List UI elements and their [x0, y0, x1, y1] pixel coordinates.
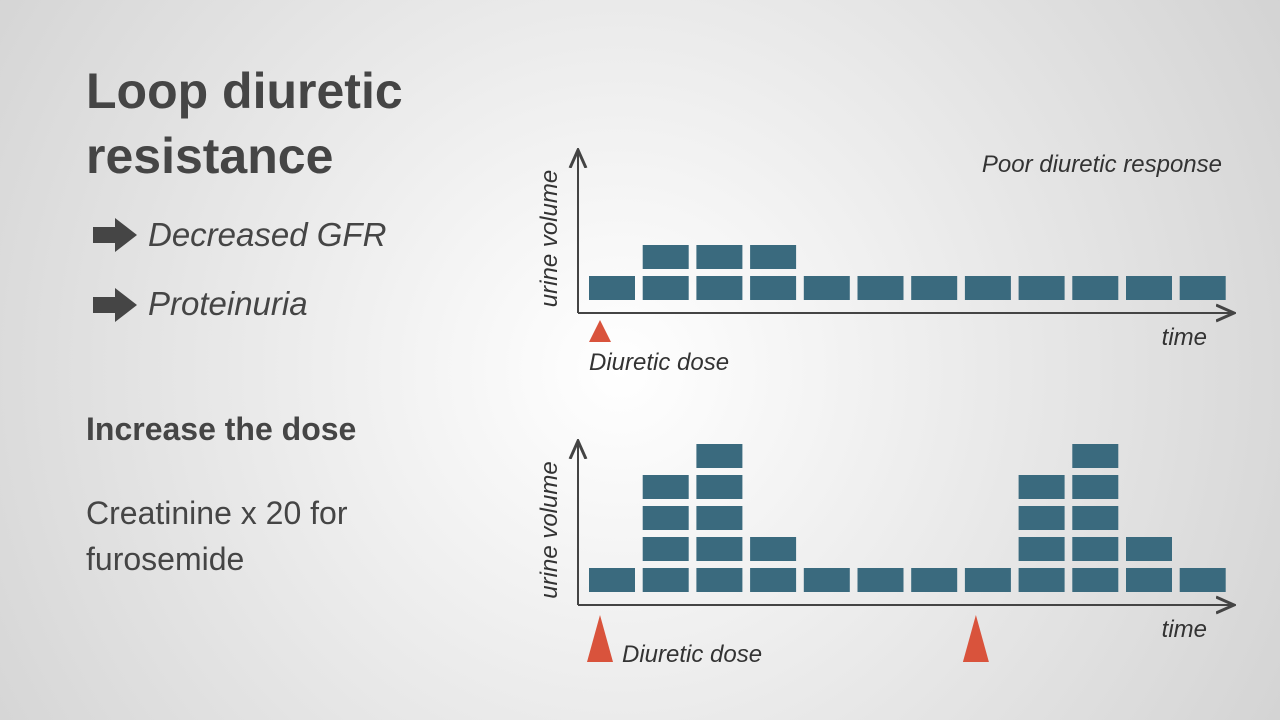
- dose-label: Diuretic dose: [622, 641, 762, 668]
- volume-block: [696, 475, 743, 499]
- dose-marker: [589, 320, 611, 342]
- volume-block: [642, 276, 689, 300]
- dose-marker: [962, 615, 989, 662]
- volume-block: [1018, 537, 1065, 561]
- volume-block: [1018, 276, 1065, 300]
- volume-block: [964, 276, 1011, 300]
- volume-block: [642, 568, 689, 592]
- volume-block: [857, 568, 904, 592]
- volume-block: [1018, 506, 1065, 530]
- volume-block: [803, 568, 850, 592]
- dose-label: Diuretic dose: [589, 349, 729, 376]
- volume-block: [750, 537, 797, 561]
- volume-block: [1126, 537, 1172, 561]
- volume-block: [642, 475, 689, 499]
- title: Loop diuretic: [86, 63, 403, 119]
- volume-block: [696, 506, 743, 530]
- x-axis-label: time: [1162, 324, 1207, 351]
- volume-block: [642, 245, 689, 269]
- volume-block: [1179, 568, 1226, 592]
- volume-block: [803, 276, 850, 300]
- annotation: Poor diuretic response: [982, 151, 1222, 178]
- y-axis-label: urine volume: [536, 461, 563, 598]
- volume-block: [1072, 568, 1119, 592]
- volume-block: [1179, 276, 1226, 300]
- volume-block: [1018, 475, 1065, 499]
- volume-block: [589, 568, 635, 592]
- arrow-icon: [93, 218, 137, 252]
- volume-block: [589, 276, 635, 300]
- volume-block: [750, 245, 797, 269]
- volume-block: [642, 537, 689, 561]
- volume-block: [696, 568, 743, 592]
- volume-block: [964, 568, 1011, 592]
- bullet: Proteinuria: [148, 285, 308, 322]
- volume-block: [1018, 568, 1065, 592]
- volume-block: [1126, 568, 1172, 592]
- bullet: Decreased GFR: [148, 216, 386, 253]
- volume-block: [1072, 475, 1119, 499]
- volume-block: [857, 276, 904, 300]
- volume-block: [696, 276, 743, 300]
- title: resistance: [86, 128, 333, 184]
- x-axis-label: time: [1162, 616, 1207, 643]
- volume-block: [1072, 537, 1119, 561]
- volume-block: [696, 245, 743, 269]
- volume-block: [1072, 506, 1119, 530]
- volume-block: [1126, 276, 1172, 300]
- volume-block: [750, 276, 797, 300]
- volume-block: [911, 568, 958, 592]
- subheading: Increase the dose: [86, 411, 356, 447]
- dose-marker: [587, 615, 613, 662]
- volume-block: [696, 537, 743, 561]
- volume-block: [911, 276, 958, 300]
- volume-block: [1072, 276, 1119, 300]
- y-axis-label: urine volume: [536, 170, 563, 307]
- note: Creatinine x 20 for: [86, 495, 348, 531]
- volume-block: [1072, 444, 1119, 468]
- arrow-icon: [93, 288, 137, 322]
- volume-block: [642, 506, 689, 530]
- volume-block: [750, 568, 797, 592]
- note: furosemide: [86, 541, 244, 577]
- volume-block: [696, 444, 743, 468]
